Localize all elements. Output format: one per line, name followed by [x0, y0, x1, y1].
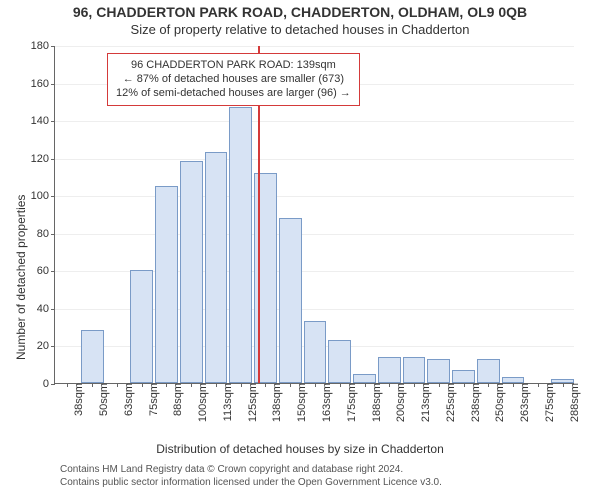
y-tick-label: 0: [43, 378, 55, 390]
x-tick-label: 288sqm: [567, 383, 581, 422]
x-tick-label: 38sqm: [71, 383, 85, 416]
chart-container: 96, CHADDERTON PARK ROAD, CHADDERTON, OL…: [0, 0, 600, 500]
histogram-bar: [477, 359, 500, 383]
annotation-box: 96 CHADDERTON PARK ROAD: 139sqm← 87% of …: [107, 53, 360, 106]
x-tick-mark: [315, 383, 316, 387]
y-tick-label: 120: [31, 153, 55, 165]
x-tick-mark: [216, 383, 217, 387]
x-tick-mark: [464, 383, 465, 387]
title-sub: Size of property relative to detached ho…: [0, 20, 600, 37]
histogram-bar: [229, 107, 252, 383]
x-tick-label: 263sqm: [517, 383, 531, 422]
histogram-bar: [81, 330, 104, 383]
attribution: Contains HM Land Registry data © Crown c…: [60, 463, 442, 489]
title-main: 96, CHADDERTON PARK ROAD, CHADDERTON, OL…: [0, 0, 600, 20]
x-tick-mark: [241, 383, 242, 387]
x-tick-label: 188sqm: [369, 383, 383, 422]
x-tick-label: 75sqm: [146, 383, 160, 416]
histogram-bar: [378, 357, 401, 383]
x-tick-label: 150sqm: [294, 383, 308, 422]
histogram-bar: [130, 270, 153, 383]
x-tick-label: 100sqm: [195, 383, 209, 422]
x-tick-mark: [92, 383, 93, 387]
x-tick-label: 225sqm: [443, 383, 457, 422]
y-axis-label: Number of detached properties: [14, 195, 28, 360]
x-tick-mark: [117, 383, 118, 387]
x-tick-mark: [488, 383, 489, 387]
histogram-bar: [205, 152, 228, 383]
x-tick-label: 200sqm: [393, 383, 407, 422]
x-tick-label: 275sqm: [542, 383, 556, 422]
gridline: [55, 121, 574, 122]
x-tick-label: 88sqm: [170, 383, 184, 416]
x-tick-label: 50sqm: [96, 383, 110, 416]
histogram-bar: [452, 370, 475, 383]
histogram-bar: [180, 161, 203, 383]
x-tick-label: 113sqm: [220, 383, 234, 421]
gridline: [55, 196, 574, 197]
histogram-bar: [353, 374, 376, 383]
x-tick-mark: [67, 383, 68, 387]
y-tick-label: 140: [31, 115, 55, 127]
y-tick-label: 40: [37, 303, 55, 315]
x-axis-label: Distribution of detached houses by size …: [0, 442, 600, 456]
histogram-bar: [427, 359, 450, 383]
x-tick-mark: [439, 383, 440, 387]
x-tick-label: 238sqm: [468, 383, 482, 422]
y-tick-label: 160: [31, 78, 55, 90]
x-tick-label: 63sqm: [121, 383, 135, 416]
x-tick-label: 138sqm: [269, 383, 283, 422]
x-tick-mark: [513, 383, 514, 387]
histogram-bar: [155, 186, 178, 383]
y-tick-label: 20: [37, 340, 55, 352]
x-tick-label: 213sqm: [418, 383, 432, 422]
x-tick-label: 250sqm: [492, 383, 506, 422]
histogram-bar: [328, 340, 351, 383]
histogram-bar: [279, 218, 302, 383]
histogram-bar: [403, 357, 426, 383]
x-tick-label: 125sqm: [245, 383, 259, 422]
y-tick-label: 60: [37, 265, 55, 277]
x-tick-mark: [365, 383, 366, 387]
x-tick-mark: [389, 383, 390, 387]
annotation-line: 96 CHADDERTON PARK ROAD: 139sqm: [116, 58, 351, 72]
annotation-line: 12% of semi-detached houses are larger (…: [116, 86, 351, 100]
x-tick-mark: [166, 383, 167, 387]
plot-area: 02040608010012014016018038sqm50sqm63sqm7…: [54, 46, 574, 384]
y-tick-label: 80: [37, 228, 55, 240]
x-tick-label: 163sqm: [319, 383, 333, 422]
attribution-line-2: Contains public sector information licen…: [60, 476, 442, 489]
gridline: [55, 46, 574, 47]
histogram-bar: [304, 321, 327, 383]
gridline: [55, 234, 574, 235]
x-tick-mark: [142, 383, 143, 387]
annotation-line: ← 87% of detached houses are smaller (67…: [116, 72, 351, 86]
x-tick-mark: [191, 383, 192, 387]
x-tick-mark: [290, 383, 291, 387]
x-tick-mark: [538, 383, 539, 387]
x-tick-mark: [414, 383, 415, 387]
x-tick-mark: [340, 383, 341, 387]
y-tick-label: 180: [31, 40, 55, 52]
gridline: [55, 159, 574, 160]
x-tick-label: 175sqm: [344, 383, 358, 422]
x-tick-mark: [265, 383, 266, 387]
y-tick-label: 100: [31, 190, 55, 202]
attribution-line-1: Contains HM Land Registry data © Crown c…: [60, 463, 442, 476]
x-tick-mark: [563, 383, 564, 387]
